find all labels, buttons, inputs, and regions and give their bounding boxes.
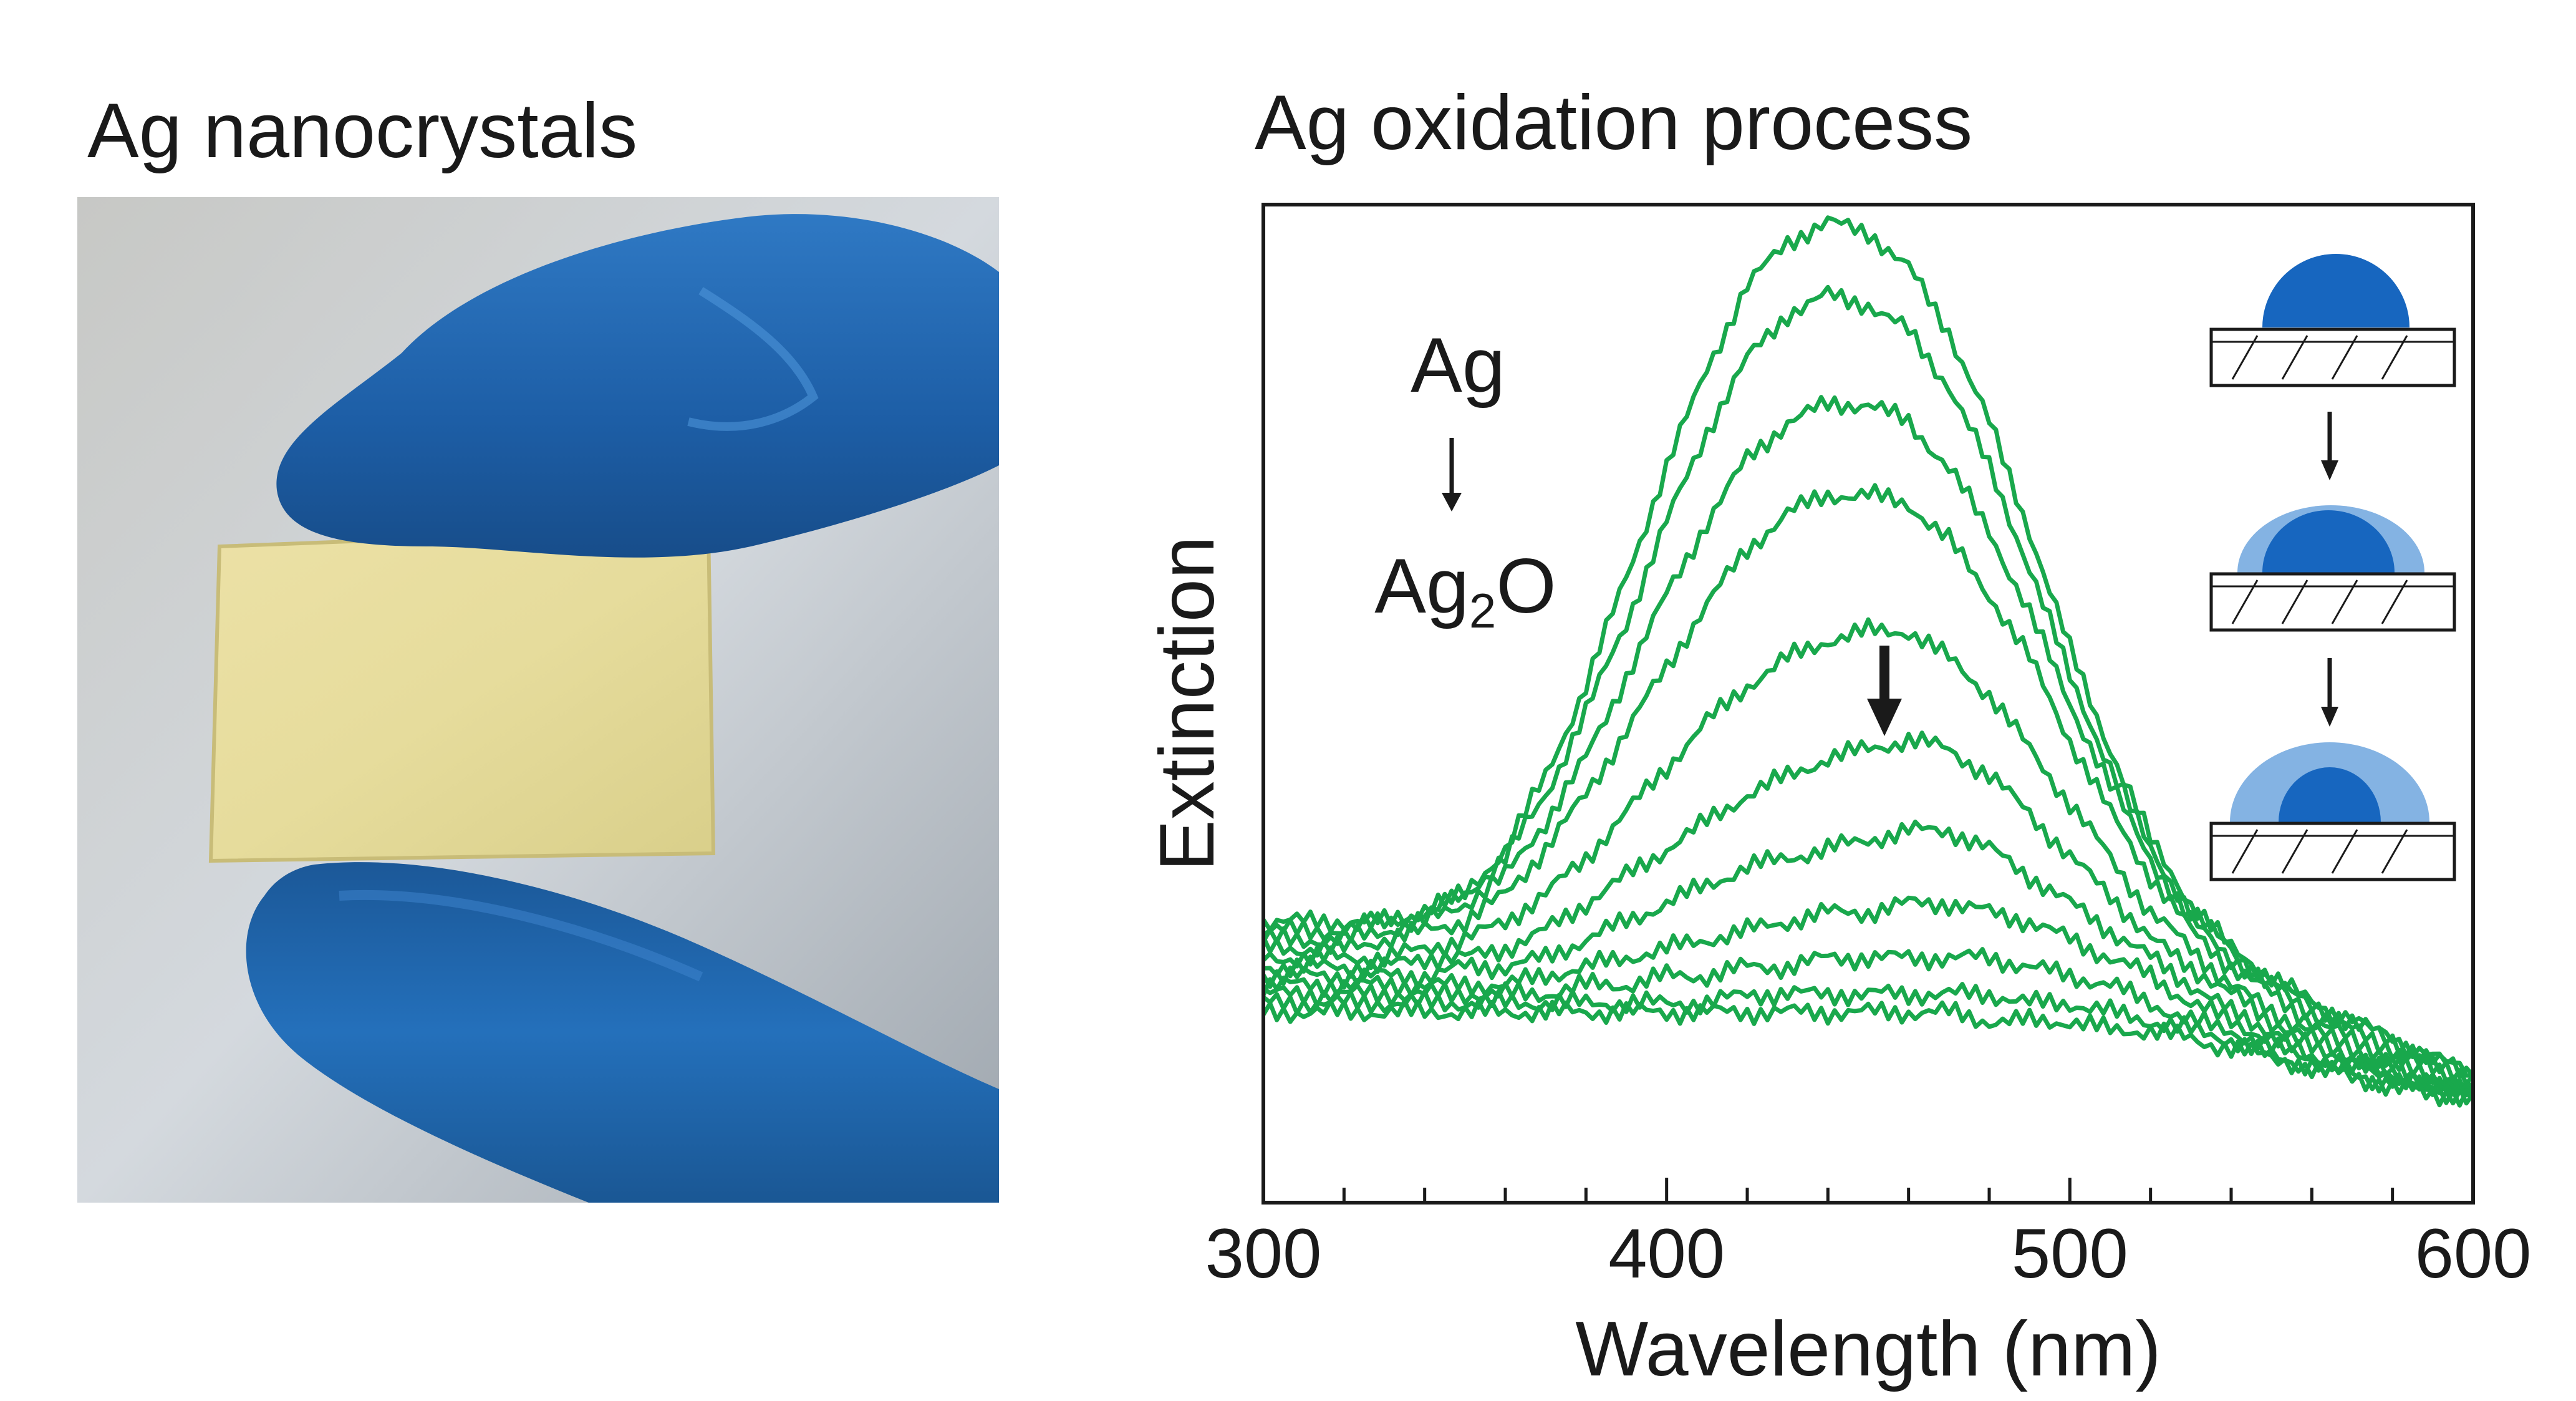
spectrum-line-8 [1261,895,2474,1096]
inset-step-3 [2209,742,2456,881]
spectrum-line-1 [1261,215,2474,1078]
inset-step-1 [2209,254,2456,387]
sample-photo-drawing [77,197,999,1203]
substrate [2209,327,2456,387]
inset-arrow-1 [2321,412,2338,480]
substrate [2209,822,2456,881]
spectrum-line-11 [1261,999,2474,1108]
spectrum-line-2 [1262,284,2475,1079]
spectrum-line-6 [1263,730,2474,1097]
plot-frame [1261,203,2475,1205]
annotation-ag: Ag [1411,322,1505,409]
x-tick-label: 500 [2012,1214,2128,1292]
x-axis-tick-labels: 300 400 500 600 [1205,1214,2532,1292]
glove-top-highlight [687,287,819,431]
decrease-arrow [1867,646,1902,736]
left-panel-title: Ag nanocrystals [87,88,638,174]
inset-arrow-2 [2321,658,2338,727]
sample-photo [77,197,999,1203]
inset-step-2 [2209,505,2456,632]
y-axis-label: Extinction [1144,536,1230,871]
x-axis-label: Wavelength (nm) [1575,1306,2161,1392]
substrate [2209,572,2456,632]
ag-core [2279,767,2381,822]
annotation-down-arrow [1442,438,1462,511]
glove-top-finger [276,214,999,558]
ag-core [2262,510,2395,573]
annotation-ag2o: Ag2O [1374,543,1556,638]
glove-bottom-finger [246,862,999,1203]
x-tick-label: 400 [1608,1214,1725,1292]
spectra-curves [1261,215,2475,1108]
spectrum-line-3 [1261,395,2475,1086]
spectrum-line-5 [1261,617,2475,1095]
right-panel-title: Ag oxidation process [1255,80,1973,166]
x-tick-label: 600 [2415,1214,2532,1292]
ag-particle [2262,254,2410,327]
oxidation-inset [2209,254,2456,881]
x-axis-ticks [1261,1178,2475,1203]
glove-bottom-highlight [339,890,703,982]
x-tick-label: 300 [1205,1214,1322,1292]
